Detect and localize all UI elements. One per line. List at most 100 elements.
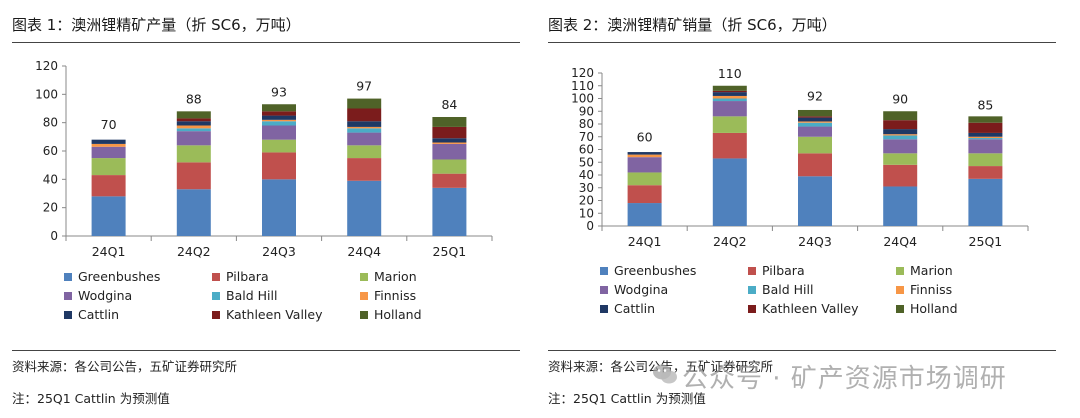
total-data-label: 88 — [186, 91, 202, 106]
bar-segment-wodgina — [432, 143, 467, 160]
y-tick-label: 60 — [43, 144, 58, 158]
y-tick-label: 40 — [579, 168, 594, 182]
sales-chart: 01020304050607080901001101206024Q111024Q… — [571, 66, 1029, 316]
y-tick-label: 80 — [579, 117, 594, 131]
bar-segment-cattlin — [968, 132, 1003, 137]
legend-label: Bald Hill — [226, 288, 277, 303]
x-tick-label: 24Q2 — [177, 244, 211, 259]
y-tick-label: 20 — [579, 194, 594, 208]
y-tick-label: 60 — [579, 143, 594, 157]
y-tick-label: 120 — [571, 66, 594, 80]
bar-segment-greenbushes — [176, 189, 211, 236]
x-tick-label: 24Q1 — [628, 234, 662, 249]
legend-label: Pilbara — [226, 269, 269, 284]
legend-label: Wodgina — [614, 282, 668, 297]
bar-segment-wodgina — [347, 132, 382, 146]
legend-label: Kathleen Valley — [226, 307, 323, 322]
bar-segment-pilbara — [176, 162, 211, 190]
bar-segment-bald-hill — [347, 128, 382, 133]
bar-segment-pilbara — [91, 175, 126, 197]
y-tick-label: 90 — [579, 104, 594, 118]
legend-swatch — [896, 305, 904, 313]
legend-swatch — [600, 286, 608, 294]
chart-panel-sales: 图表 2：澳洲锂精矿销量（折 SC6，万吨） 0 10 20 30 40 50 60 70 80… — [548, 0, 1058, 418]
title-divider — [548, 42, 1056, 43]
bar-segment-cattlin — [432, 138, 467, 143]
wechat-icon — [653, 364, 677, 384]
total-data-label: 85 — [977, 98, 993, 113]
bar-segment-marion — [176, 145, 211, 163]
watermark-text: 公众号 · 矿产资源市场调研 — [682, 364, 1007, 394]
bar-segment-cattlin — [262, 115, 296, 120]
bar-segment-marion — [432, 159, 467, 174]
chart-panel-production: 图表 1：澳洲锂精矿产量（折 SC6，万吨） 0 20 40 60 80 100 120 70… — [12, 0, 522, 418]
total-data-label: 97 — [356, 79, 372, 94]
legend-swatch — [212, 273, 220, 281]
legend-swatch — [64, 292, 72, 300]
bar-segment-wodgina — [712, 101, 747, 117]
bar-segment-wodgina — [262, 125, 296, 140]
bar-segment-greenbushes — [883, 186, 918, 226]
bar-segment-bald-hill — [712, 98, 747, 102]
x-tick-label: 24Q3 — [262, 244, 296, 259]
bar-segment-finniss — [176, 125, 211, 129]
legend-swatch — [748, 267, 756, 275]
legend-swatch — [360, 311, 368, 319]
y-tick-label: 120 — [35, 59, 58, 73]
total-data-label: 110 — [718, 66, 742, 81]
legend-label: Marion — [374, 269, 417, 284]
legend-swatch — [748, 286, 756, 294]
bar-segment-finniss — [347, 126, 382, 129]
bar-segment-pilbara — [432, 173, 467, 188]
y-tick-label: 100 — [571, 92, 594, 106]
legend-label: Cattlin — [614, 301, 655, 316]
watermark: 公众号 · 矿产资源市场调研 — [652, 356, 1072, 396]
x-tick-label: 24Q2 — [713, 234, 747, 249]
bar-segment-finniss — [91, 143, 126, 147]
x-tick-label: 24Q4 — [347, 244, 381, 259]
bar-segment-cattlin — [798, 117, 832, 122]
bar-segment-holland — [262, 104, 296, 112]
y-tick-label: 100 — [35, 87, 58, 101]
bar-segment-kathleen-valley — [176, 118, 211, 122]
bar-segment-greenbushes — [968, 178, 1003, 226]
bar-segment-kathleen-valley — [798, 116, 832, 118]
total-data-label: 60 — [637, 130, 653, 145]
total-data-label: 90 — [892, 91, 908, 106]
bar-segment-kathleen-valley — [712, 90, 747, 93]
bar-segment-marion — [91, 158, 126, 176]
bar-segment-holland — [968, 116, 1003, 123]
bar-segment-wodgina — [91, 146, 126, 159]
y-tick-label: 30 — [579, 181, 594, 195]
bar-segment-greenbushes — [627, 203, 662, 226]
legend-swatch — [360, 273, 368, 281]
x-tick-label: 25Q1 — [433, 244, 467, 259]
bar-segment-marion — [347, 145, 382, 159]
bar-segment-holland — [712, 85, 747, 91]
bar-segment-finniss — [798, 121, 832, 123]
legend-label: Marion — [910, 263, 953, 278]
bar-segment-greenbushes — [262, 179, 296, 236]
bar-segment-bald-hill — [798, 122, 832, 127]
chart-title: 图表 1：澳洲锂精矿产量（折 SC6，万吨） — [12, 16, 301, 34]
bar-segment-finniss — [262, 119, 296, 122]
footnote: 注：25Q1 Cattlin 为预测值 — [548, 391, 706, 406]
bar-segment-greenbushes — [91, 196, 126, 236]
legend-label: Finniss — [910, 282, 952, 297]
bar-segment-wodgina — [798, 126, 832, 137]
bar-segment-marion — [798, 136, 832, 154]
y-tick-label: 10 — [579, 206, 594, 220]
bar-segment-bald-hill — [968, 138, 1003, 140]
bar-segment-finniss — [627, 154, 662, 158]
bar-segment-bald-hill — [262, 121, 296, 126]
bar-segment-pilbara — [798, 153, 832, 177]
x-tick-label: 25Q1 — [969, 234, 1003, 249]
bar-segment-holland — [798, 109, 832, 117]
bar-segment-pilbara — [262, 152, 296, 180]
legend-swatch — [360, 292, 368, 300]
legend-label: Greenbushes — [614, 263, 696, 278]
bar-segment-marion — [712, 116, 747, 133]
legend-swatch — [896, 286, 904, 294]
bar-segment-cattlin — [176, 121, 211, 126]
footnote: 注：25Q1 Cattlin 为预测值 — [12, 391, 170, 406]
